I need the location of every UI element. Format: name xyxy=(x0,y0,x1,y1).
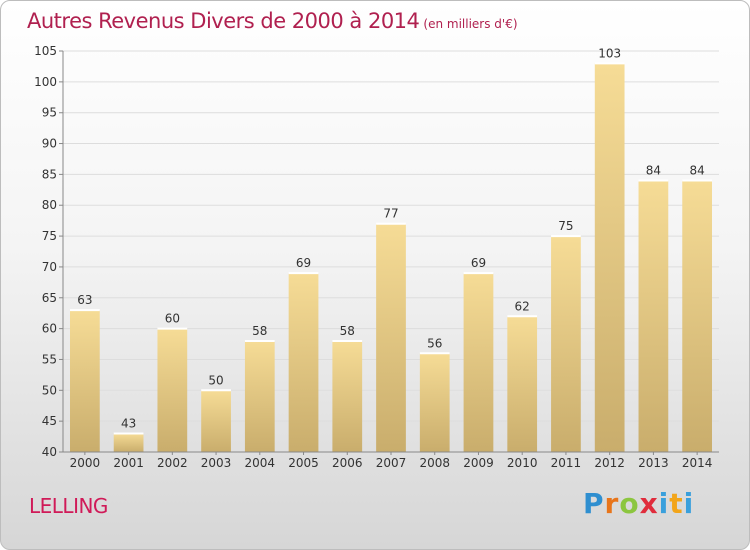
data-label: 75 xyxy=(558,219,573,233)
bar-2014 xyxy=(682,180,713,453)
bar-2007 xyxy=(376,223,406,452)
data-label: 50 xyxy=(208,373,223,387)
chart-title: Autres Revenus Divers de 2000 à 2014 (en … xyxy=(27,9,518,33)
x-tick-label: 2004 xyxy=(245,456,276,470)
bar-2008 xyxy=(419,353,450,452)
x-tick-label: 2012 xyxy=(594,456,625,470)
bar-2013 xyxy=(638,180,669,453)
x-tick-label: 2006 xyxy=(332,456,363,470)
data-label: 84 xyxy=(689,164,704,178)
y-tick-label: 60 xyxy=(42,322,57,336)
bar-2004 xyxy=(244,340,275,452)
data-label: 58 xyxy=(252,324,267,338)
y-tick-label: 45 xyxy=(42,414,57,428)
place-name: LELLING xyxy=(29,494,108,518)
axes xyxy=(59,50,719,455)
data-label: 58 xyxy=(340,324,355,338)
x-tick-label: 2003 xyxy=(201,456,232,470)
data-label: 60 xyxy=(165,312,180,326)
data-label: 62 xyxy=(515,299,530,313)
y-tick-label: 55 xyxy=(42,352,57,366)
chart-title-text: Autres Revenus Divers de 2000 à 2014 xyxy=(27,9,420,33)
y-tick-label: 70 xyxy=(42,260,57,274)
labels: 40 45 50 55 60 65 70 75 80 85 90 95 100 105 63 2000 43 20… xyxy=(34,44,712,470)
data-label: 43 xyxy=(121,416,136,430)
y-tick-label: 85 xyxy=(42,167,57,181)
x-tick-label: 2013 xyxy=(638,456,669,470)
y-tick-label: 40 xyxy=(42,445,57,459)
x-tick-label: 2007 xyxy=(376,456,407,470)
y-tick-label: 100 xyxy=(34,75,57,89)
x-tick-label: 2011 xyxy=(551,456,582,470)
x-tick-label: 2005 xyxy=(288,456,319,470)
proxiti-logo: Proxiti xyxy=(583,487,695,520)
x-tick-label: 2000 xyxy=(70,456,101,470)
y-tick-label: 50 xyxy=(42,383,57,397)
data-label: 56 xyxy=(427,336,442,350)
bars xyxy=(69,62,713,453)
bar-2010 xyxy=(507,316,538,452)
data-label: 69 xyxy=(471,256,486,270)
x-tick-label: 2009 xyxy=(463,456,494,470)
x-tick-label: 2008 xyxy=(419,456,450,470)
bar-2003 xyxy=(201,390,231,452)
bar-2009 xyxy=(463,273,494,452)
chart-subtitle: (en milliers d'€) xyxy=(423,17,518,31)
y-tick-label: 65 xyxy=(42,291,57,305)
bar-2000 xyxy=(69,310,100,452)
y-tick-label: 75 xyxy=(42,229,57,243)
x-tick-label: 2001 xyxy=(113,456,144,470)
bar-2011 xyxy=(551,236,581,452)
y-tick-label: 105 xyxy=(34,44,57,58)
data-label: 84 xyxy=(646,164,661,178)
x-tick-label: 2014 xyxy=(682,456,713,470)
y-tick-label: 80 xyxy=(42,198,57,212)
x-tick-label: 2002 xyxy=(157,456,188,470)
x-tick-label: 2010 xyxy=(507,456,538,470)
y-tick-label: 90 xyxy=(42,137,57,151)
bar-2001 xyxy=(113,433,144,452)
bar-2006 xyxy=(332,340,363,452)
bar-2005 xyxy=(288,273,319,452)
data-label: 77 xyxy=(383,207,398,221)
bar-2012 xyxy=(594,63,625,452)
bar-2002 xyxy=(157,328,188,452)
data-label: 69 xyxy=(296,256,311,270)
data-label: 103 xyxy=(598,46,621,60)
y-tick-label: 95 xyxy=(42,106,57,120)
data-label: 63 xyxy=(77,293,92,307)
